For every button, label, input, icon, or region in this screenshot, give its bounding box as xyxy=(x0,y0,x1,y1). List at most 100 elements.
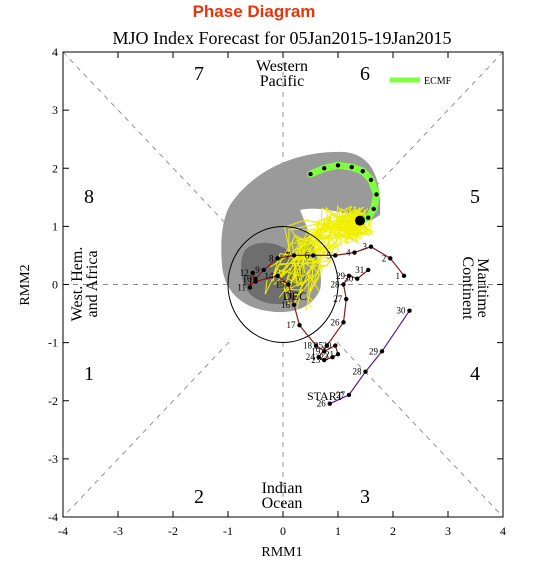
observed-dec-day-label: 27 xyxy=(333,294,343,304)
observed-dec-day-label: 26 xyxy=(331,317,341,327)
observed-dec-point xyxy=(333,343,338,348)
observed-dec-day-label: 23 xyxy=(311,355,321,365)
observed-dec-day-label: 8 xyxy=(269,253,274,263)
observed-dec-point xyxy=(341,282,346,287)
phase-label-7: 7 xyxy=(194,63,204,85)
region-labels: Western Pacific Indian Ocean West. Hem. … xyxy=(69,58,491,512)
observed-dec-point xyxy=(322,357,327,363)
y-tick-label: 3 xyxy=(52,103,58,117)
observed-dec-day-label: 14 xyxy=(265,271,275,281)
ecmf-forecast-point xyxy=(371,206,376,212)
ensemble-member-track xyxy=(290,211,371,259)
x-tick-label: -4 xyxy=(58,524,68,538)
observed-dec-point xyxy=(401,273,407,278)
observed-dec-day-label: 1 xyxy=(396,271,401,281)
observed-dec-point xyxy=(335,352,341,357)
observed-dec-point xyxy=(261,267,266,273)
y-tick-label: 0 xyxy=(52,278,58,292)
observed-dec-day-label: 13 xyxy=(243,277,253,287)
observed-dec-day-label: 21 xyxy=(325,349,334,359)
region-top-line1: Western xyxy=(256,58,308,75)
observed-dec-point xyxy=(311,253,316,258)
ecmf-forecast-point xyxy=(360,168,365,174)
observed-nov-day-label: 27 xyxy=(336,390,346,400)
chart-subtitle: MJO Index Forecast for 05Jan2015-19Jan20… xyxy=(113,28,452,48)
region-bottom-line2: Ocean xyxy=(262,495,303,512)
observed-dec-point xyxy=(322,349,327,354)
ecmf-forecast-point xyxy=(368,177,374,183)
observed-dec-point xyxy=(324,343,330,348)
observed-dec-point xyxy=(355,276,360,281)
observed-dec-day-label: 6 xyxy=(305,250,310,260)
y-tick-label: -4 xyxy=(48,510,58,524)
observed-dec-point xyxy=(368,244,374,249)
y-tick-label: 1 xyxy=(52,219,58,233)
observed-dec-point xyxy=(346,273,352,278)
observed-nov-day-label: 28 xyxy=(353,367,363,377)
ecmf-forecast-point xyxy=(349,164,354,170)
observed-dec-point xyxy=(250,270,255,276)
observed-dec-day-label: 15 xyxy=(276,280,286,290)
phase-label-5: 5 xyxy=(470,186,480,208)
x-tick-label: 2 xyxy=(390,524,396,538)
diagonal-guide-1 xyxy=(62,51,230,228)
observed-dec-day-label: 16 xyxy=(281,300,291,310)
ensemble-tracks xyxy=(264,204,374,311)
ecmf-forecast-line xyxy=(307,161,380,225)
observed-nov-day-label: 26 xyxy=(317,399,327,409)
observed-dec-day-label: 18 xyxy=(303,341,313,351)
observed-dec-day-label: 17 xyxy=(287,320,297,330)
amplitude-one-circle xyxy=(227,226,339,343)
observed-dec-point xyxy=(253,279,258,284)
observed-dec-point xyxy=(388,256,393,261)
phase-label-2: 2 xyxy=(194,486,204,508)
region-right-line1: Maritime xyxy=(474,258,491,318)
observed-nov-day-label: 30 xyxy=(397,306,407,316)
observed-dec-point xyxy=(291,253,297,258)
observed-nov-point xyxy=(407,308,412,313)
observed-dec-day-label: 31 xyxy=(355,265,364,275)
diagonal-guide-4 xyxy=(62,341,230,518)
region-bottom-line1: Indian xyxy=(262,480,303,497)
ecmf-forecast-point xyxy=(322,166,327,171)
x-tick-label: 1 xyxy=(335,524,341,538)
y-tick-label: -2 xyxy=(48,394,58,408)
legend-label-ecmf: ECMF xyxy=(424,76,452,87)
observed-nov-day-label: 29 xyxy=(369,346,379,356)
phase-label-6: 6 xyxy=(360,63,370,85)
x-tick-label: -2 xyxy=(168,524,178,538)
region-left-line2: and Africa xyxy=(84,250,101,317)
observed-dec-point xyxy=(247,285,253,290)
observed-dec-point xyxy=(352,250,357,255)
observed-dec-day-label: 29 xyxy=(336,271,346,281)
ensemble-member-track xyxy=(296,207,365,266)
observed-dec-point xyxy=(330,354,335,360)
observed-dec-day-label: 22 xyxy=(320,352,329,362)
observed-dec-day-label: 28 xyxy=(331,280,341,290)
observed-dec-point xyxy=(366,267,371,273)
observed-dec-day-label: 9 xyxy=(255,265,260,275)
observed-nov-point xyxy=(346,392,352,398)
ecmf-forecast-start-point xyxy=(355,215,365,226)
region-right-line2: Continent xyxy=(459,256,476,320)
observed-dec-point xyxy=(344,296,349,302)
legend: ECMF xyxy=(390,76,452,87)
observed-dec-point xyxy=(316,354,321,360)
observed-dec-point xyxy=(341,320,346,325)
ecmf-forecast-point xyxy=(335,163,341,168)
observed-dec-point xyxy=(275,256,280,261)
phase-label-3: 3 xyxy=(360,486,370,508)
x-tick-label: -1 xyxy=(223,524,233,538)
x-tick-label: 3 xyxy=(445,524,451,538)
observed-dec-day-label: 3 xyxy=(363,242,368,252)
observed-dec-day-label: 24 xyxy=(306,352,316,362)
x-tick-label: 0 xyxy=(280,524,286,538)
y-axis-label: RMM2 xyxy=(18,264,33,305)
region-top-line2: Pacific xyxy=(260,73,304,90)
observed-nov-point xyxy=(327,401,332,406)
observed-nov-point xyxy=(363,369,368,374)
observed-dec-day-label: 10 xyxy=(243,274,253,284)
ecmf-forecast-point xyxy=(374,192,379,197)
